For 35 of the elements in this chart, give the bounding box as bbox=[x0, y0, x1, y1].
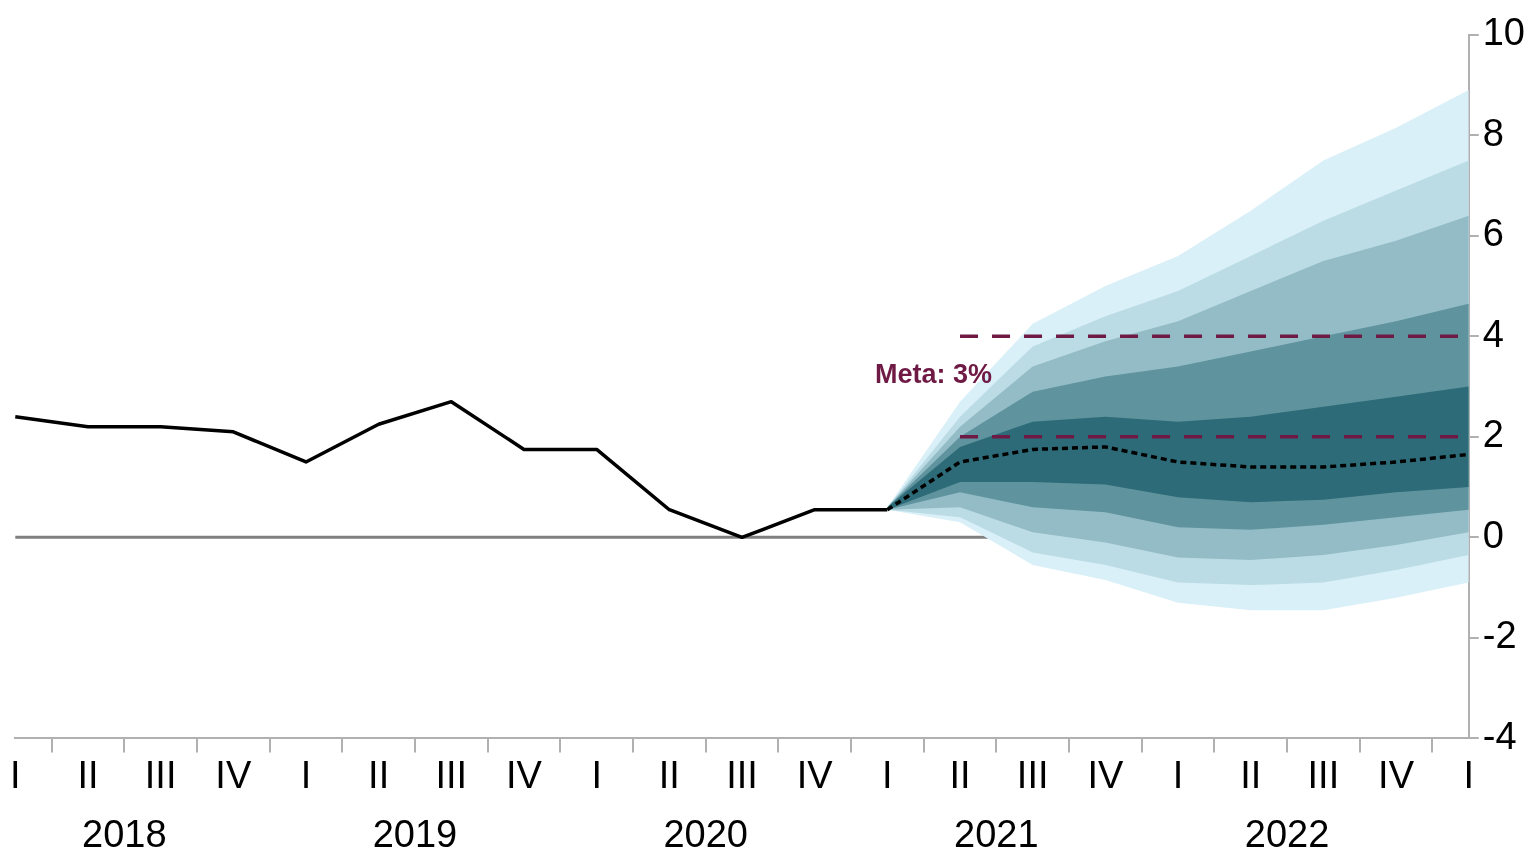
x-tick-label: III bbox=[1016, 753, 1049, 796]
text: 2020 bbox=[663, 813, 748, 856]
x-tick-label: II bbox=[77, 753, 99, 796]
y-tick-label: 0 bbox=[1482, 513, 1504, 556]
y-tick-label: -2 bbox=[1482, 614, 1517, 657]
text: 2019 bbox=[372, 813, 458, 856]
x-tick-label: I bbox=[591, 753, 602, 796]
annotation: Meta: 3% bbox=[874, 359, 992, 390]
x-tick-label: II bbox=[658, 753, 680, 796]
x-tick-label: III bbox=[144, 753, 177, 796]
x-tick-label: I bbox=[1172, 753, 1184, 796]
y-tick-label: 8 bbox=[1482, 111, 1504, 154]
x-tick-label: II bbox=[368, 753, 390, 796]
x-tick-label: IV bbox=[215, 753, 252, 796]
x-tick-label: III bbox=[726, 753, 758, 796]
text: 2022 bbox=[1244, 813, 1330, 856]
x-tick-label: II bbox=[1240, 753, 1262, 796]
y-tick-label: 10 bbox=[1482, 11, 1526, 54]
x-tick-label: I bbox=[882, 753, 893, 796]
x-tick-label: III bbox=[435, 753, 468, 796]
text: 2018 bbox=[82, 813, 167, 856]
x-tick-label: II bbox=[949, 753, 971, 796]
y-tick-label: 6 bbox=[1482, 212, 1504, 255]
x-tick-label: I bbox=[300, 753, 312, 796]
y-tick-label: 2 bbox=[1482, 413, 1504, 456]
y-tick-label: 4 bbox=[1482, 312, 1504, 355]
x-tick-label: IV bbox=[1087, 753, 1124, 796]
x-tick-label: IV bbox=[796, 753, 834, 796]
y-tick-label: -4 bbox=[1482, 714, 1517, 757]
x-tick-label: IV bbox=[506, 753, 543, 796]
x-tick-label: I bbox=[10, 753, 21, 796]
x-tick-label: III bbox=[1307, 753, 1340, 796]
x-tick-label: I bbox=[1463, 753, 1475, 796]
x-tick-label: IV bbox=[1378, 753, 1415, 796]
text: 2021 bbox=[954, 813, 1039, 856]
